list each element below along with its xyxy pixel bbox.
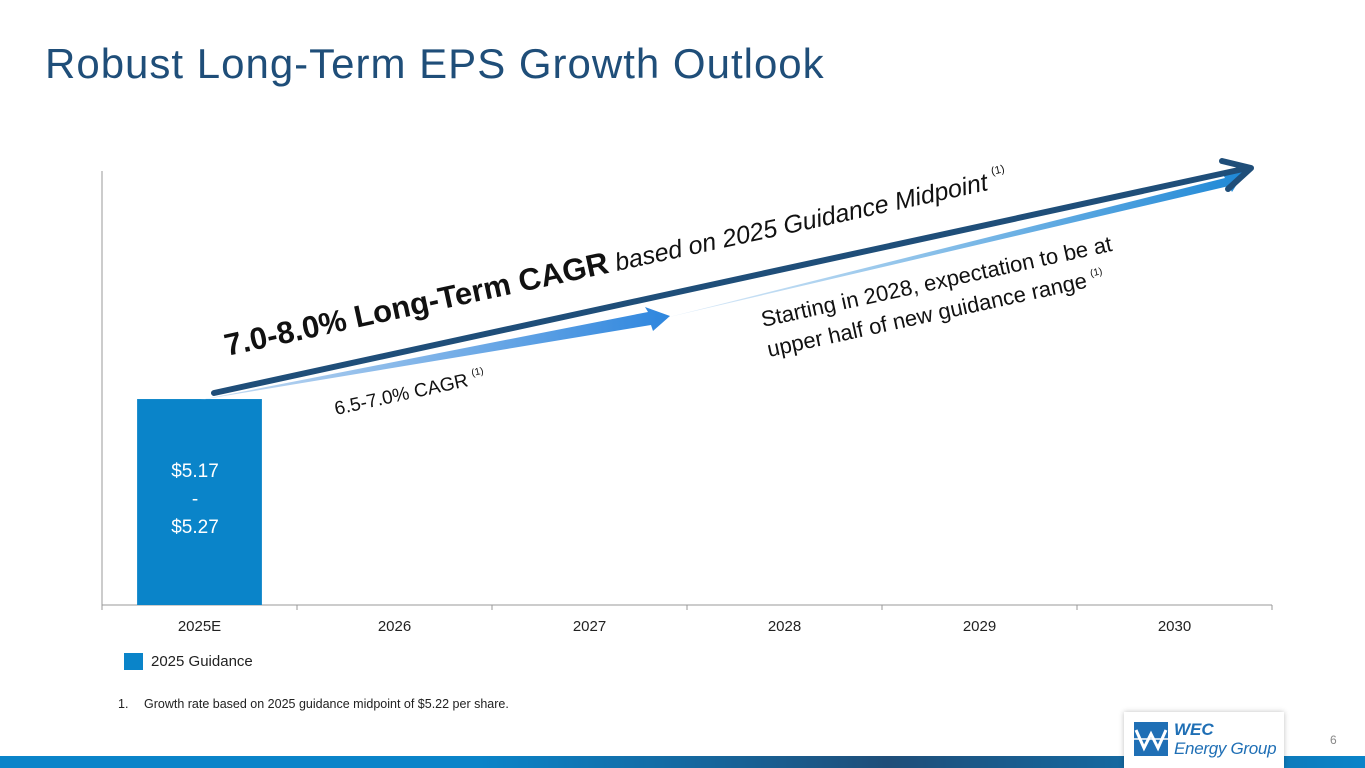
chart-legend: 2025 Guidance <box>124 653 253 670</box>
legend-swatch <box>124 653 143 670</box>
logo-text-wec: WEC <box>1174 720 1214 739</box>
bar-label-high: $5.27 <box>171 517 219 538</box>
footnote-text: Growth rate based on 2025 guidance midpo… <box>144 697 509 711</box>
wec-logo-icon <box>1134 722 1168 756</box>
upper-half-note: (1) <box>1089 266 1103 279</box>
x-tick-label: 2026 <box>378 618 411 635</box>
short-term-cagr-text: 6.5-7.0% CAGR <box>333 370 471 420</box>
long-term-cagr-note: (1) <box>990 163 1006 178</box>
footnote-number: 1. <box>118 697 129 711</box>
bottom-accent-bar <box>0 756 1365 768</box>
long-term-cagr-rest: based on 2025 Guidance Midpoint <box>605 168 991 278</box>
bar-2025e <box>137 399 262 605</box>
footnote: 1. Growth rate based on 2025 guidance mid… <box>118 697 509 711</box>
page-number: 6 <box>1330 733 1337 747</box>
x-tick-label: 2029 <box>963 618 996 635</box>
x-tick-label: 2028 <box>768 618 801 635</box>
logo-text-energy-group: Energy Group <box>1174 739 1277 758</box>
x-tick-label: 2027 <box>573 618 606 635</box>
x-tick-label: 2030 <box>1158 618 1191 635</box>
legend-label: 2025 Guidance <box>151 653 253 670</box>
page-title: Robust Long-Term EPS Growth Outlook <box>45 40 825 87</box>
long-term-arrow-head <box>1219 158 1254 192</box>
x-tick-label: 2025E <box>178 618 221 635</box>
bar-label-low: $5.17 <box>171 461 219 482</box>
wec-logo: WEC Energy Group <box>1124 712 1284 768</box>
long-term-cagr-bold: 7.0-8.0% Long-Term CAGR <box>221 245 612 363</box>
bar-label-dash: - <box>192 489 198 510</box>
long-term-cagr-arrow <box>211 165 1251 396</box>
short-term-cagr-note: (1) <box>470 366 484 379</box>
